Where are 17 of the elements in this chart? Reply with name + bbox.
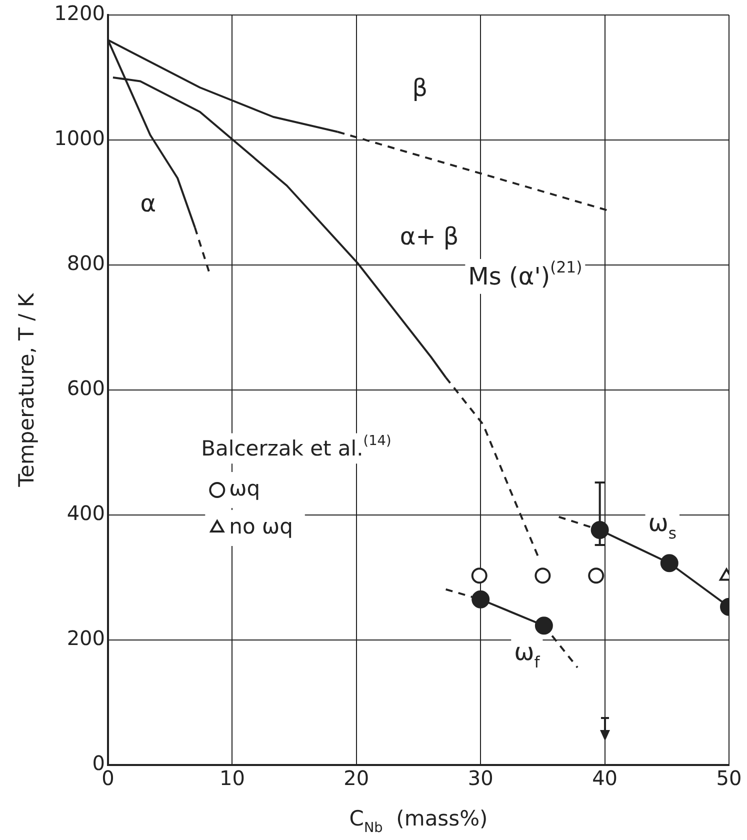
y-tick-label: 1000: [54, 126, 105, 150]
x-tick-label: 20: [344, 766, 370, 790]
legend-label: no ωq: [229, 514, 293, 538]
y-tick-label: 800: [66, 251, 105, 276]
y-tick-label: 400: [66, 501, 105, 526]
y-tick-label: 200: [66, 626, 105, 650]
legend-label: ωq: [229, 476, 260, 500]
annotation: α: [140, 190, 156, 218]
x-tick-label: 40: [592, 766, 618, 790]
y-tick-label: 600: [66, 376, 105, 400]
y-axis-title: Temperature, T / K: [14, 292, 38, 488]
x-tick-label: 50: [716, 766, 742, 790]
x-tick-label: 10: [219, 766, 245, 790]
annotation: β: [412, 74, 428, 102]
annotation: α+ β: [400, 222, 459, 251]
y-tick-label: 1200: [54, 1, 105, 26]
x-tick-label: 30: [468, 766, 494, 790]
